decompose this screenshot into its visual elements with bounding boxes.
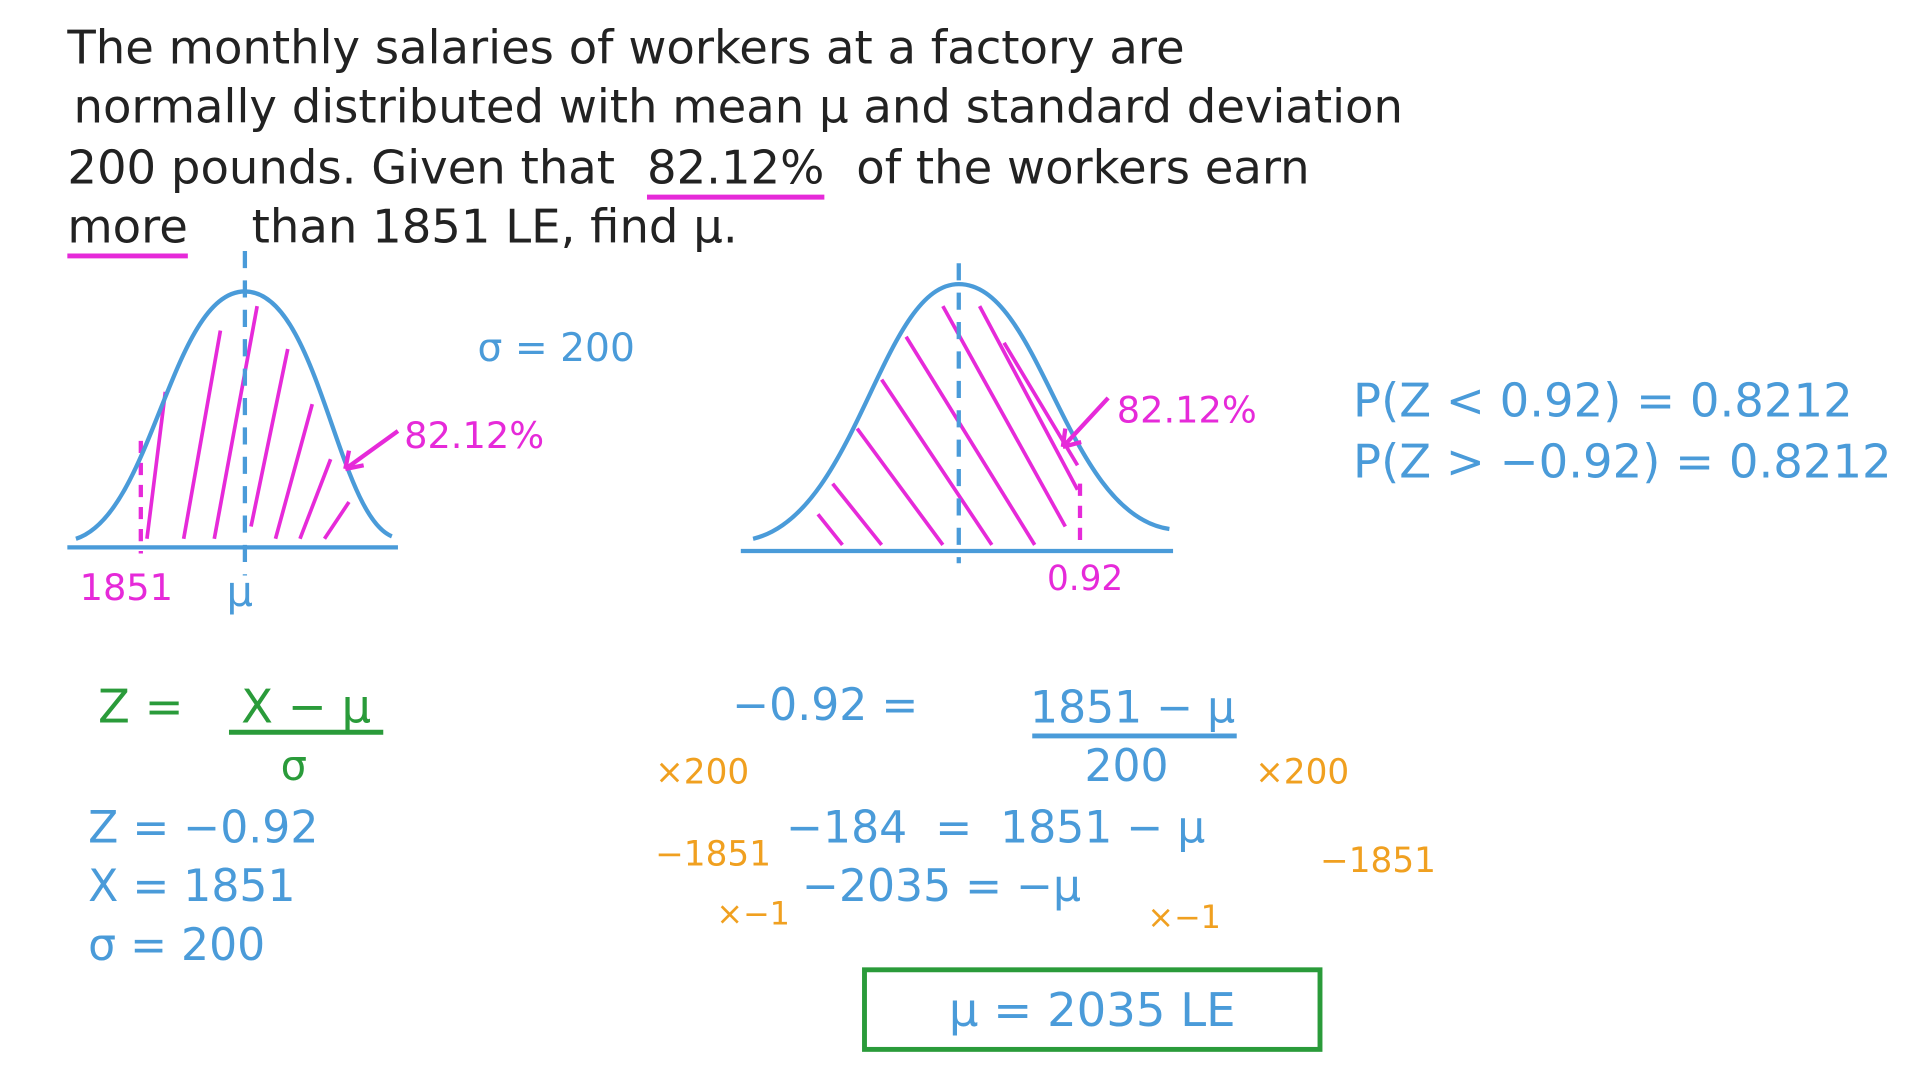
known: X = 1851: [88, 861, 295, 912]
mean-label: μ: [227, 567, 253, 616]
probability: P(Z < 0.92) = 0.8212: [1353, 373, 1853, 427]
highlight: more: [67, 199, 187, 253]
problem-line: 200 pounds. Given that 82.12% of the wor…: [67, 141, 1309, 195]
operation: −1851: [1320, 841, 1436, 881]
problem-text: of the workers earn: [856, 141, 1309, 195]
problem-line: The monthly salaries of workers at a fac…: [66, 21, 1184, 75]
answer-box: [862, 967, 1323, 1052]
numerator: 1851 − μ: [1030, 682, 1235, 733]
problem-text: 200 pounds. Given that: [67, 141, 615, 195]
equation: −184 = 1851 − μ: [786, 802, 1205, 853]
sigma-label: σ = 200: [478, 326, 635, 371]
operation: ×−1: [1147, 898, 1221, 936]
area-label: 82.12%: [404, 414, 544, 457]
equation: −0.92 =: [732, 680, 918, 731]
known: Z = −0.92: [88, 802, 318, 853]
problem-line: more than 1851 LE, find μ.: [67, 199, 737, 253]
z-label: 0.92: [1047, 559, 1123, 599]
operation: ×200: [1255, 753, 1349, 793]
equation: −2035 = −μ: [802, 861, 1081, 912]
known: σ = 200: [88, 920, 265, 971]
probability: P(Z > −0.92) = 0.8212: [1353, 435, 1892, 489]
normal-curve-right: [740, 263, 1174, 564]
formula-numerator: X − μ: [241, 679, 371, 733]
area-label: 82.12%: [1117, 388, 1257, 431]
normal-curve-left: [67, 251, 400, 576]
formula-lhs: Z =: [98, 679, 184, 733]
formula-denominator: σ: [281, 741, 307, 790]
operation: ×200: [655, 753, 749, 793]
operation: ×−1: [716, 894, 790, 932]
highlight: 82.12%: [647, 141, 824, 195]
problem-text: than 1851 LE, find μ.: [252, 199, 738, 253]
problem-line: normally distributed with mean μ and sta…: [73, 79, 1403, 133]
operation: −1851: [655, 835, 771, 875]
x-label: 1851: [80, 566, 173, 609]
denominator: 200: [1084, 741, 1168, 792]
answer: μ = 2035 LE: [949, 983, 1236, 1037]
